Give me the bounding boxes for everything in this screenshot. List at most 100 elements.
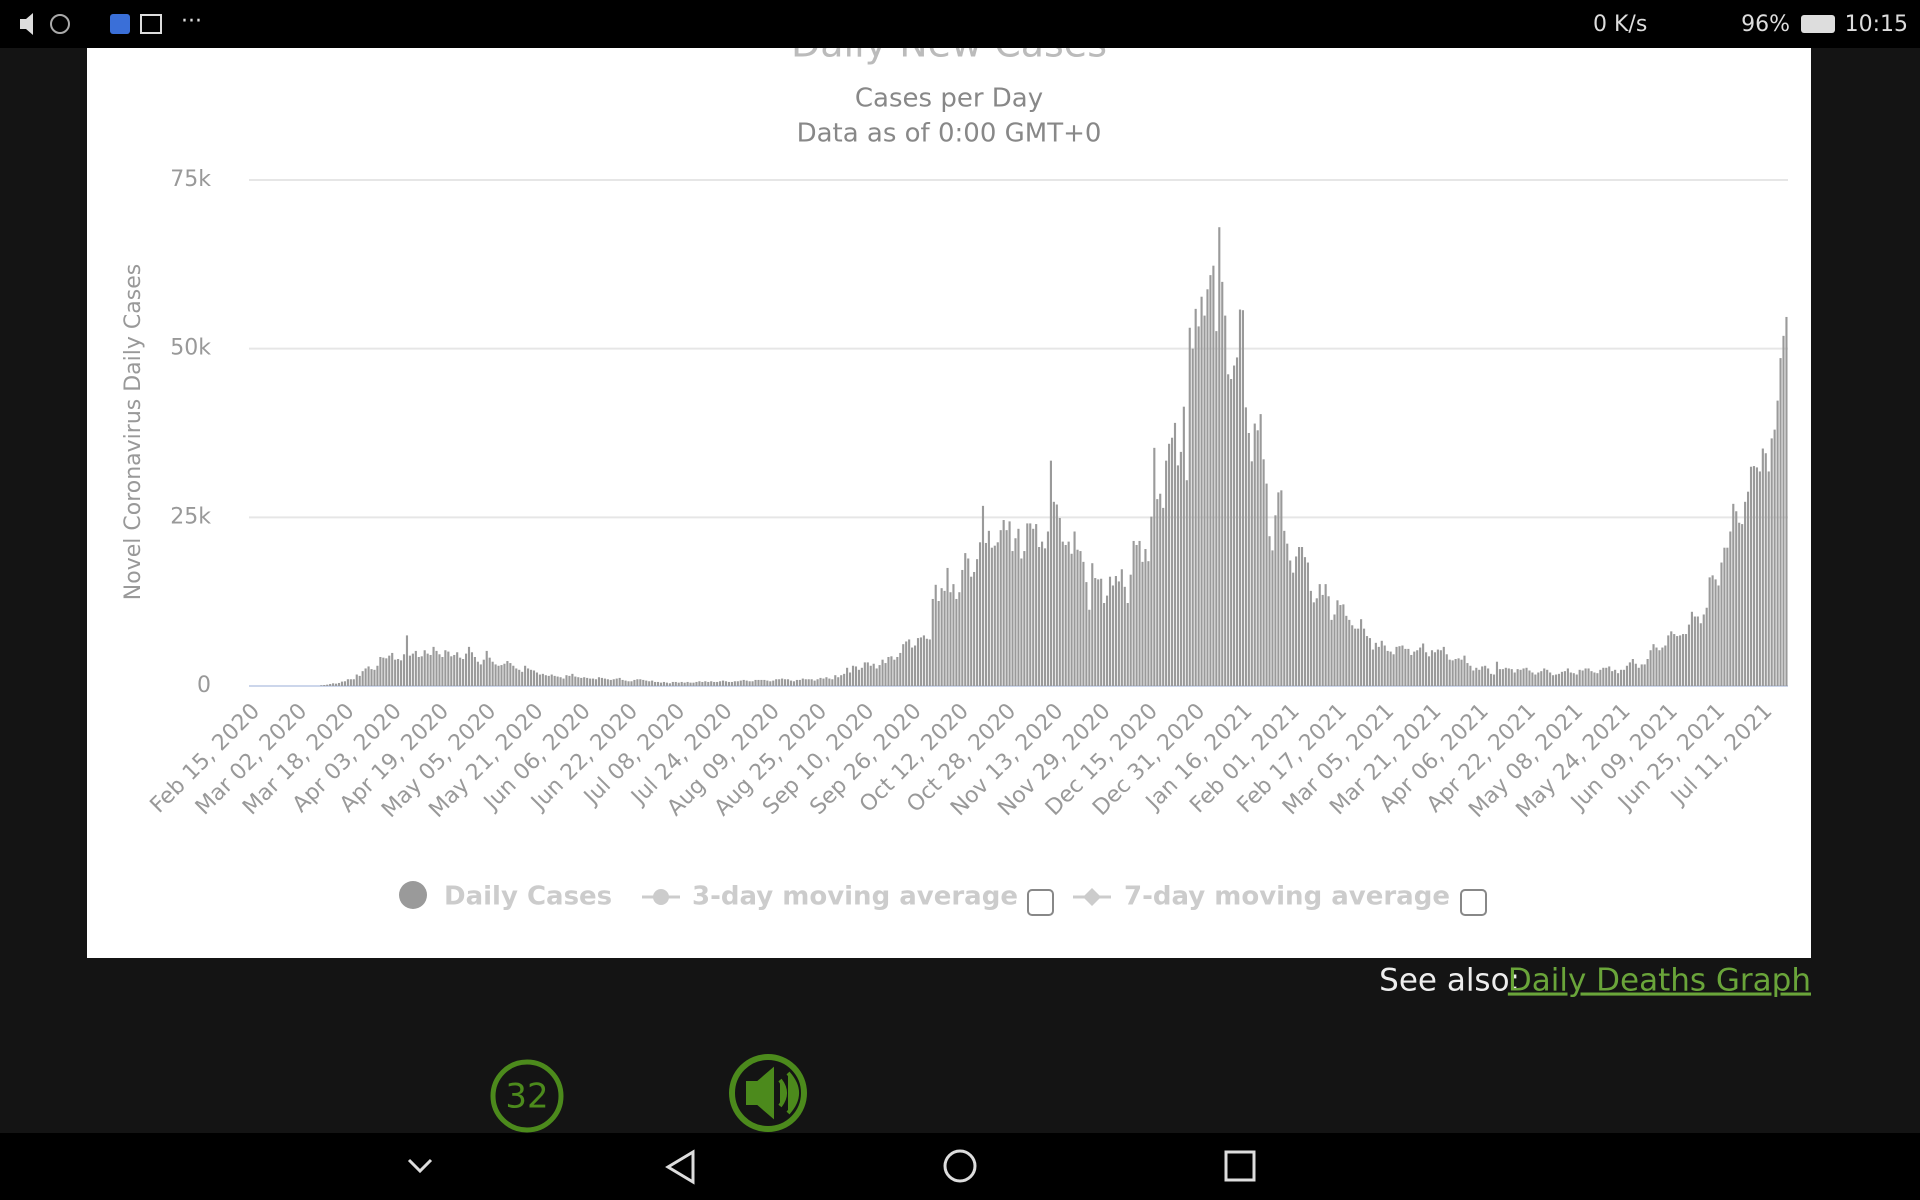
bar <box>1433 652 1437 686</box>
bar <box>801 678 804 686</box>
bar <box>429 654 432 686</box>
checkbox[interactable] <box>1460 889 1487 916</box>
bar <box>1557 673 1561 686</box>
bar <box>1383 645 1386 686</box>
bar <box>1162 507 1165 686</box>
bar <box>1061 541 1064 686</box>
checkbox[interactable] <box>1027 889 1054 916</box>
bar <box>828 678 831 686</box>
bar <box>727 681 731 686</box>
bar <box>1472 670 1475 686</box>
bar <box>361 671 364 686</box>
bar <box>863 662 866 686</box>
nav-recent[interactable] <box>1224 1150 1256 1182</box>
bar <box>627 681 630 686</box>
bar <box>1735 511 1738 686</box>
bar <box>1611 671 1614 686</box>
bar <box>417 656 420 686</box>
bar <box>1587 668 1590 686</box>
bar <box>1374 642 1377 686</box>
bar <box>795 679 798 686</box>
bar <box>1111 585 1115 686</box>
bar <box>1023 551 1026 686</box>
bar <box>1046 531 1050 686</box>
nav-home[interactable] <box>943 1149 977 1183</box>
legend-label[interactable]: 7-day moving average <box>1124 882 1450 912</box>
sound-button[interactable] <box>729 1054 807 1132</box>
bar <box>1596 673 1599 686</box>
bar <box>1410 654 1413 686</box>
bar <box>1646 659 1649 686</box>
bar <box>899 652 902 686</box>
legend-marker[interactable] <box>1083 888 1101 906</box>
bar <box>1584 668 1587 686</box>
bar <box>337 682 341 686</box>
bar <box>1699 623 1702 686</box>
bar <box>1067 541 1070 686</box>
bar <box>1566 668 1569 686</box>
bar <box>488 657 491 686</box>
bar <box>1330 619 1333 686</box>
bar <box>1132 540 1135 686</box>
bar <box>518 669 521 686</box>
nav-back[interactable] <box>665 1149 695 1185</box>
bar <box>636 679 639 686</box>
bar <box>884 663 887 686</box>
bar <box>707 681 710 686</box>
bar <box>1262 459 1265 686</box>
bar <box>441 656 444 686</box>
legend-marker[interactable] <box>399 881 427 909</box>
bar <box>656 681 660 686</box>
legend-label[interactable]: Daily Cases <box>444 882 612 912</box>
badge-button[interactable] <box>490 1059 564 1133</box>
bar <box>367 666 370 686</box>
bar <box>1295 556 1298 686</box>
bar <box>346 679 349 686</box>
bar <box>834 675 837 686</box>
legend-label[interactable]: 3-day moving average <box>692 882 1018 912</box>
bar <box>940 588 943 686</box>
bar <box>1144 549 1147 686</box>
bar <box>763 679 766 686</box>
bar <box>967 558 970 686</box>
badge-count[interactable]: 32 <box>505 1077 548 1117</box>
y-tick-label: 75k <box>170 167 211 192</box>
bar <box>1460 659 1463 686</box>
bar <box>1336 600 1339 686</box>
bar <box>515 668 518 686</box>
bar <box>1469 665 1472 686</box>
bar <box>881 659 884 686</box>
bar <box>1203 315 1206 686</box>
bar <box>1593 672 1596 686</box>
status-more: ··· <box>181 9 202 34</box>
bar <box>373 669 376 686</box>
bar <box>1581 670 1584 686</box>
bar <box>999 530 1002 686</box>
bar <box>854 666 858 686</box>
nav-down[interactable] <box>407 1158 433 1174</box>
bar <box>580 677 583 686</box>
bar <box>760 679 763 686</box>
bar <box>851 665 855 686</box>
bar <box>651 680 654 686</box>
bar <box>1534 674 1537 686</box>
bar <box>772 680 775 686</box>
bar <box>1235 357 1239 686</box>
legend-marker[interactable] <box>653 889 669 905</box>
bar <box>394 659 397 686</box>
bar <box>1283 530 1286 686</box>
bar <box>719 681 722 686</box>
bar <box>724 681 728 686</box>
bar <box>928 639 931 686</box>
see-also-link[interactable]: Daily Deaths Graph <box>1508 963 1811 999</box>
chart: Daily New Cases Cases per Day Data as of… <box>121 22 1788 823</box>
bar <box>568 675 571 686</box>
bar <box>1357 628 1360 686</box>
bar <box>1782 335 1785 686</box>
bar <box>423 650 426 686</box>
bar <box>1129 574 1132 686</box>
bar <box>1345 615 1348 686</box>
bar <box>1191 348 1194 686</box>
bar <box>1386 650 1389 686</box>
